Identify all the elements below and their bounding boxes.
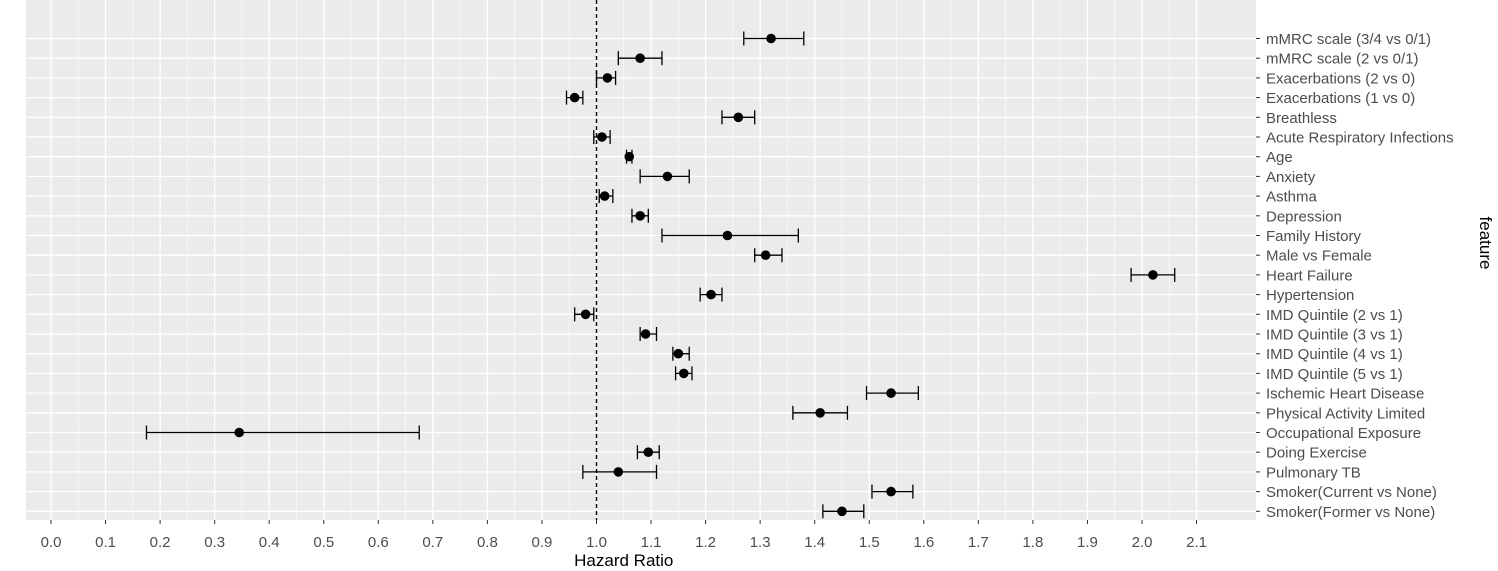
data-point (766, 33, 776, 44)
x-tick-label: 0.5 (313, 534, 334, 551)
y-tick-label: IMD Quintile (3 vs 1) (1266, 327, 1403, 344)
y-tick-label: Smoker(Former vs None) (1266, 504, 1435, 521)
x-tick-label: 1.6 (913, 534, 934, 551)
x-tick-label: 0.8 (477, 534, 498, 551)
data-point (837, 506, 847, 517)
x-tick-label: 2.0 (1132, 534, 1153, 551)
y-tick-label: mMRC scale (2 vs 0/1) (1266, 51, 1419, 68)
data-point (673, 348, 684, 359)
data-point (662, 171, 673, 182)
y-tick-label: Doing Exercise (1266, 445, 1367, 462)
x-tick-label: 0.3 (204, 534, 225, 551)
x-tick-label: 1.3 (750, 534, 771, 551)
y-tick-label: Acute Respiratory Infections (1266, 130, 1454, 147)
y-tick-label: IMD Quintile (2 vs 1) (1266, 307, 1403, 324)
y-tick-label: Anxiety (1266, 169, 1316, 186)
y-tick-label: Heart Failure (1266, 267, 1353, 284)
y-tick-label: Exacerbations (2 vs 0) (1266, 70, 1415, 87)
data-point (635, 211, 645, 221)
x-tick-label: 0.4 (259, 534, 280, 551)
data-point (580, 309, 591, 320)
data-point (624, 151, 635, 162)
data-point (722, 230, 733, 241)
data-point (886, 486, 896, 497)
data-point (613, 467, 624, 477)
y-tick-label: Physical Activity Limited (1266, 405, 1425, 422)
y-tick-label: Asthma (1266, 189, 1318, 206)
data-point (643, 447, 654, 458)
x-tick-label: 1.8 (1022, 534, 1043, 551)
error-bar (145, 425, 420, 440)
y-tick-label: mMRC scale (3/4 vs 0/1) (1266, 31, 1431, 48)
major-gridlines (26, 0, 1256, 520)
y-tick-label: IMD Quintile (4 vs 1) (1266, 346, 1403, 363)
data-point (602, 73, 613, 83)
x-tick-label: 1.9 (1077, 534, 1098, 551)
y-axis-title: feature (1476, 217, 1495, 270)
y-tick-label: Exacerbations (1 vs 0) (1266, 90, 1415, 107)
y-tick-label: Male vs Female (1266, 248, 1372, 265)
y-tick-label: Ischemic Heart Disease (1266, 386, 1424, 403)
y-tick-label: Pulmonary TB (1266, 464, 1361, 481)
data-point (640, 329, 651, 339)
data-point (733, 112, 744, 123)
y-axis-ticks: mMRC scale (3/4 vs 0/1) mMRC scale (2 vs … (1256, 31, 1454, 521)
x-axis-ticks: 0.0 0.1 0.2 0.3 0.4 0.5 0.6 0.7 0.8 0.9 1.0 1.1 1.2 1… (41, 520, 1207, 551)
plot-panel (26, 0, 1256, 520)
data-point (1148, 270, 1158, 280)
x-tick-label: 0.9 (532, 534, 553, 551)
x-axis-title: Hazard Ratio (574, 551, 673, 570)
data-point (886, 388, 896, 398)
data-point (569, 92, 580, 103)
data-point (234, 427, 244, 438)
data-point (706, 289, 716, 300)
data-point (599, 191, 610, 201)
y-tick-label: Family History (1266, 228, 1362, 245)
x-tick-label: 1.0 (586, 534, 607, 551)
minor-gridlines (77, 0, 1170, 520)
data-point (635, 53, 645, 63)
data-point (815, 408, 825, 418)
x-tick-label: 1.7 (968, 534, 989, 551)
x-tick-label: 1.2 (695, 534, 716, 551)
y-tick-label: Smoker(Current vs None) (1266, 484, 1437, 501)
y-tick-label: Hypertension (1266, 287, 1354, 304)
x-tick-label: 1.4 (804, 534, 825, 551)
x-tick-label: 1.1 (641, 534, 662, 551)
x-tick-label: 0.2 (150, 534, 171, 551)
x-tick-label: 1.5 (859, 534, 880, 551)
data-point (597, 132, 607, 142)
x-tick-label: 0.1 (95, 534, 116, 551)
y-tick-label: Breathless (1266, 110, 1337, 127)
data-point (760, 250, 771, 260)
data-point (678, 368, 689, 379)
x-tick-label: 0.6 (368, 534, 389, 551)
y-tick-label: Depression (1266, 208, 1342, 225)
x-tick-label: 0.0 (41, 534, 62, 551)
y-tick-label: Occupational Exposure (1266, 425, 1421, 442)
y-tick-label: Age (1266, 149, 1293, 166)
x-tick-label: 0.7 (422, 534, 443, 551)
y-tick-label: IMD Quintile (5 vs 1) (1266, 366, 1403, 383)
point-estimates (234, 33, 1158, 517)
x-tick-label: 2.1 (1186, 534, 1207, 551)
